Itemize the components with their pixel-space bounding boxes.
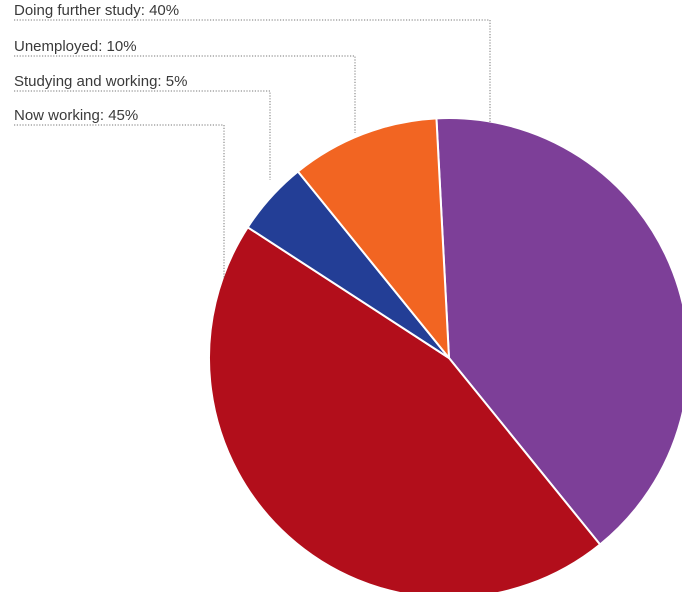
legend-label-studying-and-working: Studying and working: 5%	[14, 73, 187, 90]
leader-line-unemployed	[14, 55, 356, 133]
legend: Doing further study: 40% Unemployed: 10% S…	[14, 2, 187, 124]
leader-line-studying-and-working	[14, 90, 271, 180]
legend-label-now-working: Now working: 45%	[14, 107, 138, 124]
pie-slice-unemployed	[296, 117, 450, 359]
pie-slices	[208, 117, 682, 592]
legend-label-unemployed: Unemployed: 10%	[14, 38, 137, 55]
leader-line-doing-further-study	[14, 19, 491, 122]
leader-lines	[14, 19, 491, 278]
leader-line-now-working	[14, 124, 225, 278]
pie-slice-now-working	[208, 226, 602, 592]
legend-label-doing-further-study: Doing further study: 40%	[14, 2, 179, 19]
pie-slice-doing-further-study	[435, 117, 682, 546]
